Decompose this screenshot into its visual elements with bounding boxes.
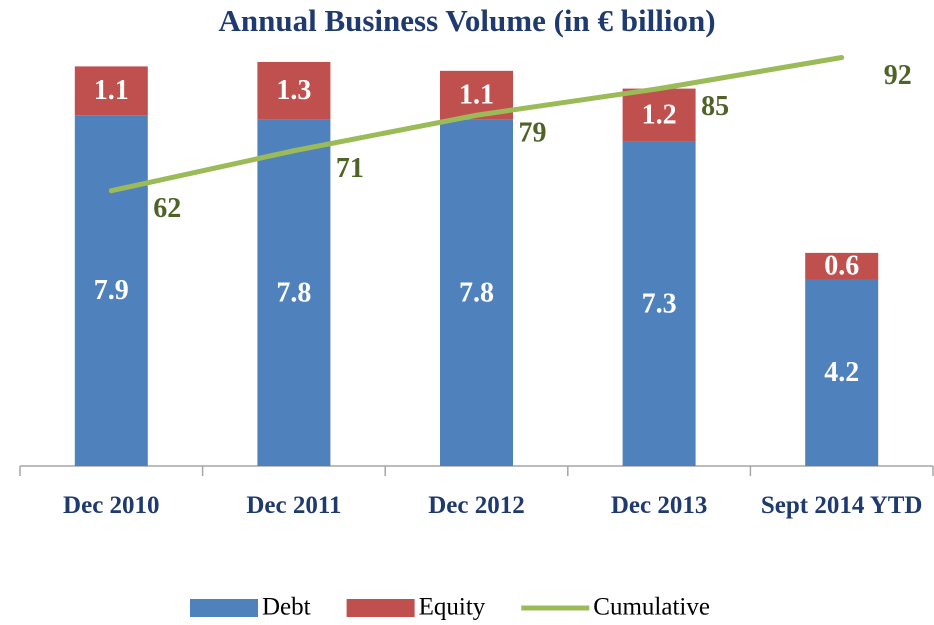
bar-segment [622, 88, 696, 142]
data-label: 7.3 [642, 288, 677, 319]
line-label: 71 [336, 153, 364, 184]
x-tick-label: Dec 2013 [610, 492, 708, 519]
data-label: 7.8 [276, 277, 311, 308]
legend-label: Cumulative [593, 594, 710, 621]
bar-segment [440, 119, 513, 467]
bar-segment [74, 66, 148, 116]
bar-segment [805, 279, 879, 466]
legend-swatch [346, 599, 415, 617]
bar-segment [257, 119, 331, 467]
data-label: 4.2 [824, 357, 859, 388]
bar-segment [622, 141, 696, 466]
data-label: 1.1 [459, 80, 494, 111]
line-label: 79 [519, 118, 547, 149]
line-label: 92 [884, 60, 912, 91]
data-label: 1.2 [642, 100, 677, 131]
legend-label: Equity [419, 594, 486, 621]
legend-swatch [190, 599, 258, 617]
bar-segment [257, 61, 331, 120]
line-series [108, 55, 845, 194]
data-label: 7.9 [94, 275, 129, 306]
x-tick-label: Dec 2011 [246, 492, 342, 519]
bar-segment [805, 252, 879, 280]
line-label: 85 [701, 91, 729, 122]
x-tick-label: Sept 2014 YTD [760, 492, 923, 519]
data-label: 1.1 [94, 75, 129, 106]
data-label: 0.6 [824, 251, 859, 282]
bar-segment [74, 115, 148, 467]
data-label: 7.8 [459, 277, 494, 308]
data-label: 1.3 [276, 75, 311, 106]
x-tick-label: Dec 2012 [428, 492, 525, 519]
chart-title: Annual Business Volume (in € billion) [218, 3, 715, 38]
line-label: 62 [153, 193, 181, 224]
x-tick-label: Dec 2010 [63, 492, 160, 519]
legend-label: Debt [262, 594, 311, 621]
